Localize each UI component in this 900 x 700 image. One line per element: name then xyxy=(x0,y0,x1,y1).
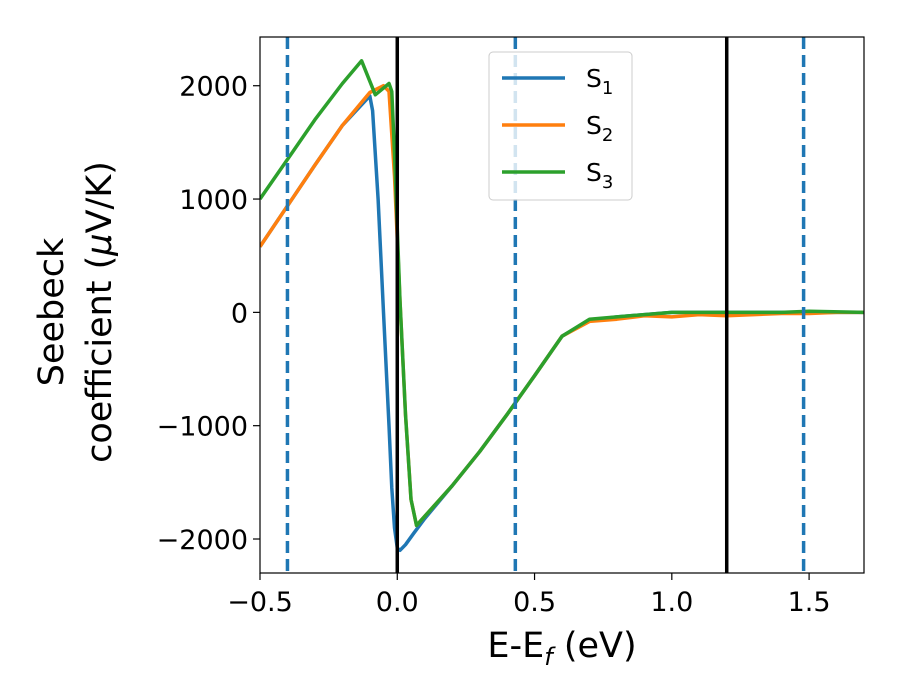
y-tick-label: −2000 xyxy=(157,525,248,556)
x-tick-label: −0.5 xyxy=(227,587,293,618)
legend-label-s3: S3 xyxy=(586,158,613,193)
x-tick-label: 1.0 xyxy=(650,587,693,618)
x-tick-label: 0.0 xyxy=(376,587,419,618)
legend: S1 S2 S3 xyxy=(488,51,633,201)
x-tick-label: 1.5 xyxy=(788,587,831,618)
y-ticks: 2000 1000 0 −1000 −2000 xyxy=(157,72,260,556)
legend-label-s1: S1 xyxy=(586,64,613,99)
y-tick-label: 1000 xyxy=(179,185,248,216)
legend-label-s2: S2 xyxy=(586,111,613,146)
series-line-s3 xyxy=(260,59,864,528)
y-tick-label: −1000 xyxy=(157,412,248,443)
y-axis-label: Seebeck coefficient (μV/K) xyxy=(32,161,120,463)
y-axis-label-line2: coefficient (μV/K) xyxy=(80,161,120,463)
y-tick-label: 2000 xyxy=(179,72,248,103)
x-axis-label: E-Ef (eV) xyxy=(487,626,636,671)
plot-frame xyxy=(259,36,865,574)
x-ticks: −0.5 0.0 0.5 1.0 1.5 xyxy=(227,573,831,618)
vertical-lines xyxy=(285,37,806,573)
series-layer xyxy=(260,59,864,553)
y-axis-label-line1: Seebeck xyxy=(32,237,72,386)
x-tick-label: 0.5 xyxy=(513,587,556,618)
y-tick-label: 0 xyxy=(231,298,248,329)
